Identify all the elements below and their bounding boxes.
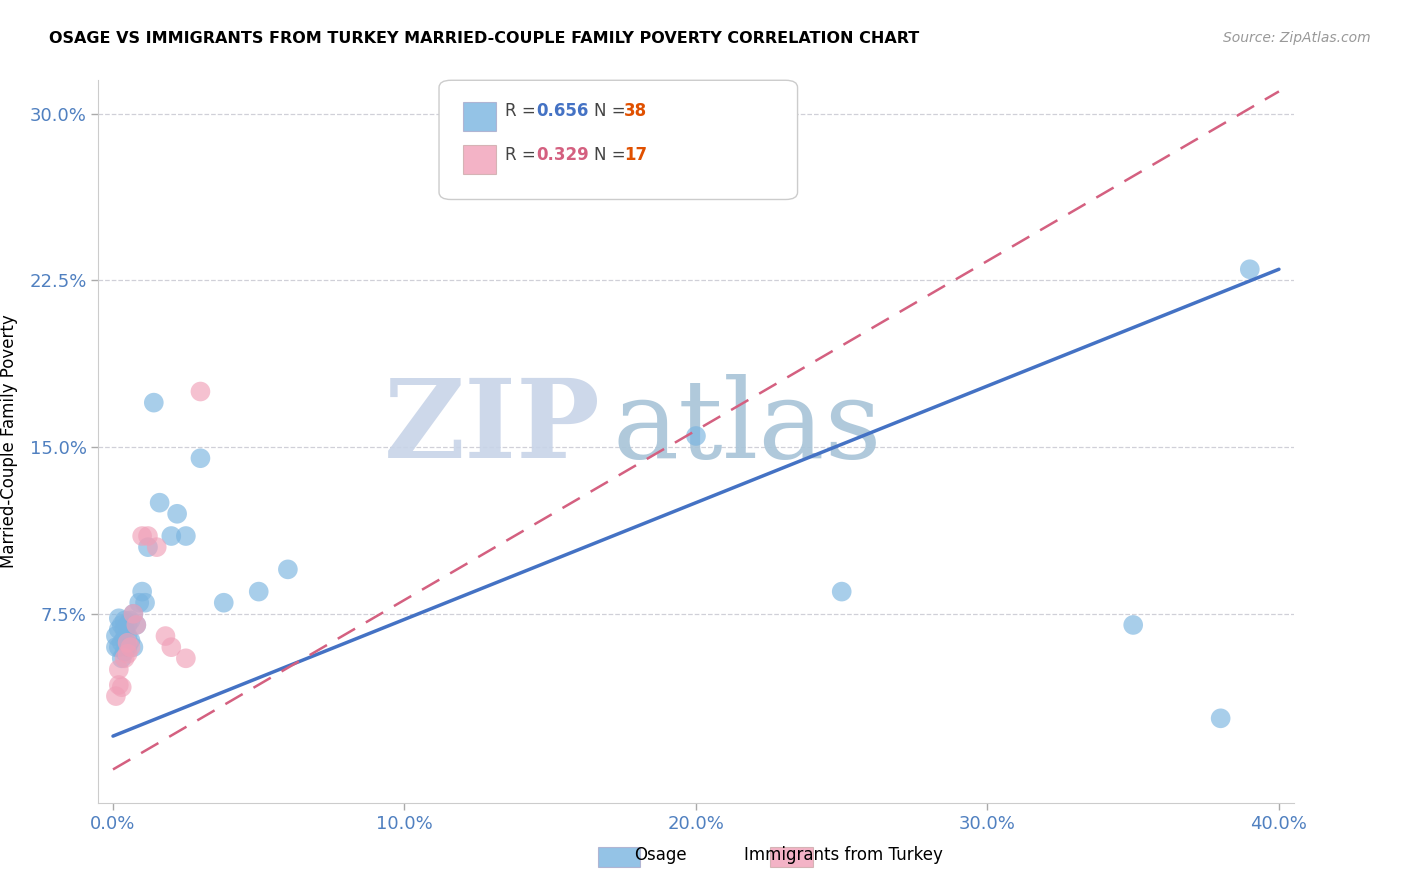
Point	[190, 384, 212, 399]
Point	[108, 640, 131, 655]
Point	[104, 640, 127, 655]
Point	[136, 529, 159, 543]
Point	[125, 618, 148, 632]
Text: R =: R =	[505, 145, 541, 164]
Point	[111, 618, 134, 632]
Point	[122, 640, 145, 655]
Point	[111, 651, 134, 665]
Point	[125, 618, 148, 632]
Point	[108, 611, 131, 625]
Text: R =: R =	[505, 103, 541, 120]
Text: Immigrants from Turkey: Immigrants from Turkey	[744, 846, 943, 863]
Text: 38: 38	[624, 103, 647, 120]
Point	[149, 496, 172, 510]
Point	[122, 607, 145, 621]
Point	[1209, 711, 1232, 725]
Point	[136, 540, 159, 554]
Point	[108, 662, 131, 676]
Text: Osage: Osage	[634, 846, 688, 863]
Point	[128, 596, 150, 610]
Point	[277, 562, 299, 576]
FancyBboxPatch shape	[463, 102, 496, 131]
Point	[114, 645, 136, 659]
Point	[174, 651, 197, 665]
Point	[117, 647, 139, 661]
Point	[247, 584, 270, 599]
Point	[160, 529, 183, 543]
Point	[117, 618, 139, 632]
Y-axis label: Married-Couple Family Poverty: Married-Couple Family Poverty	[0, 315, 18, 568]
FancyBboxPatch shape	[439, 80, 797, 200]
Point	[190, 451, 212, 466]
Text: 0.656: 0.656	[536, 103, 588, 120]
Text: 17: 17	[624, 145, 647, 164]
Point	[685, 429, 707, 443]
Point	[212, 596, 235, 610]
Point	[131, 529, 153, 543]
Point	[1239, 262, 1261, 277]
Point	[111, 636, 134, 650]
Point	[114, 623, 136, 637]
Text: ZIP: ZIP	[384, 374, 600, 481]
Point	[145, 540, 167, 554]
Point	[174, 529, 197, 543]
Point	[111, 680, 134, 694]
Point	[142, 395, 165, 409]
Point	[104, 689, 127, 703]
Point	[131, 584, 153, 599]
Text: 0.329: 0.329	[536, 145, 589, 164]
Point	[117, 636, 139, 650]
Point	[122, 607, 145, 621]
Point	[117, 640, 139, 655]
Point	[155, 629, 177, 643]
Point	[134, 596, 156, 610]
Point	[120, 614, 142, 628]
Point	[166, 507, 188, 521]
Text: N =: N =	[595, 145, 631, 164]
Point	[160, 640, 183, 655]
Point	[114, 651, 136, 665]
Text: N =: N =	[595, 103, 631, 120]
Point	[831, 584, 853, 599]
Point	[114, 632, 136, 646]
Point	[104, 629, 127, 643]
Text: atlas: atlas	[613, 374, 882, 481]
Point	[120, 633, 142, 648]
Point	[117, 629, 139, 643]
Point	[120, 640, 142, 655]
Point	[114, 614, 136, 628]
Point	[1122, 618, 1144, 632]
FancyBboxPatch shape	[463, 145, 496, 174]
Point	[108, 623, 131, 637]
Point	[108, 678, 131, 692]
Text: OSAGE VS IMMIGRANTS FROM TURKEY MARRIED-COUPLE FAMILY POVERTY CORRELATION CHART: OSAGE VS IMMIGRANTS FROM TURKEY MARRIED-…	[49, 31, 920, 46]
Text: Source: ZipAtlas.com: Source: ZipAtlas.com	[1223, 31, 1371, 45]
